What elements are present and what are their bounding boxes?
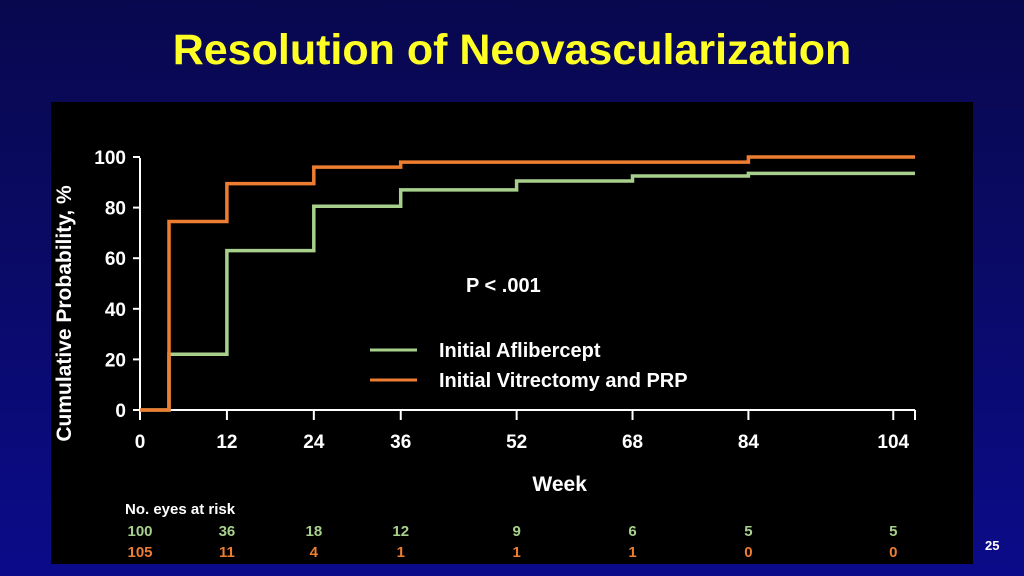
at-risk-value: 1 [628, 544, 636, 561]
legend-label-vitrectomy: Initial Vitrectomy and PRP [439, 370, 688, 392]
y-axis-label: Cumulative Probability, % [53, 185, 76, 442]
y-tick-label: 20 [105, 350, 126, 371]
at-risk-value: 1 [397, 544, 405, 561]
at-risk-value: 100 [127, 523, 152, 540]
at-risk-value: 4 [310, 544, 319, 561]
slide-title: Resolution of Neovascularization [172, 26, 852, 74]
x-tick-label: 12 [216, 432, 237, 453]
x-axis-label: Week [532, 473, 587, 496]
x-tick-label: 68 [622, 432, 643, 453]
at-risk-value: 9 [512, 523, 520, 540]
y-tick-label: 40 [105, 300, 126, 321]
legend-label-aflibercept: Initial Aflibercept [439, 340, 601, 362]
x-tick-label: 24 [303, 432, 325, 453]
at-risk-value: 12 [392, 523, 409, 540]
at-risk-value: 5 [744, 523, 752, 540]
at-risk-value: 6 [628, 523, 636, 540]
at-risk-value: 105 [127, 544, 152, 561]
at-risk-value: 0 [744, 544, 752, 561]
at-risk-value: 18 [305, 523, 322, 540]
y-tick-label: 60 [105, 249, 126, 270]
x-tick-label: 0 [135, 432, 146, 453]
at-risk-value: 1 [512, 544, 520, 561]
at-risk-title: No. eyes at risk [125, 501, 236, 518]
x-tick-label: 52 [506, 432, 527, 453]
y-tick-label: 80 [105, 199, 126, 220]
at-risk-value: 5 [889, 523, 897, 540]
series-line-aflibercept [140, 171, 915, 412]
x-tick-label: 84 [738, 432, 760, 453]
series-line-vitrectomy [140, 155, 915, 412]
x-tick-label: 36 [390, 432, 411, 453]
chart-panel: 0 20 40 60 80 100 0 12 24 36 52 68 84 104 Cumulative P… [51, 102, 973, 564]
slide-number: 25 [985, 538, 1000, 553]
at-risk-value: 11 [219, 544, 235, 561]
at-risk-value: 0 [889, 544, 897, 561]
x-tick-label: 104 [877, 432, 909, 453]
at-risk-value: 36 [219, 523, 236, 540]
p-value-annotation: P < .001 [466, 275, 541, 297]
y-tick-label: 0 [115, 401, 126, 422]
y-tick-label: 100 [94, 148, 126, 169]
